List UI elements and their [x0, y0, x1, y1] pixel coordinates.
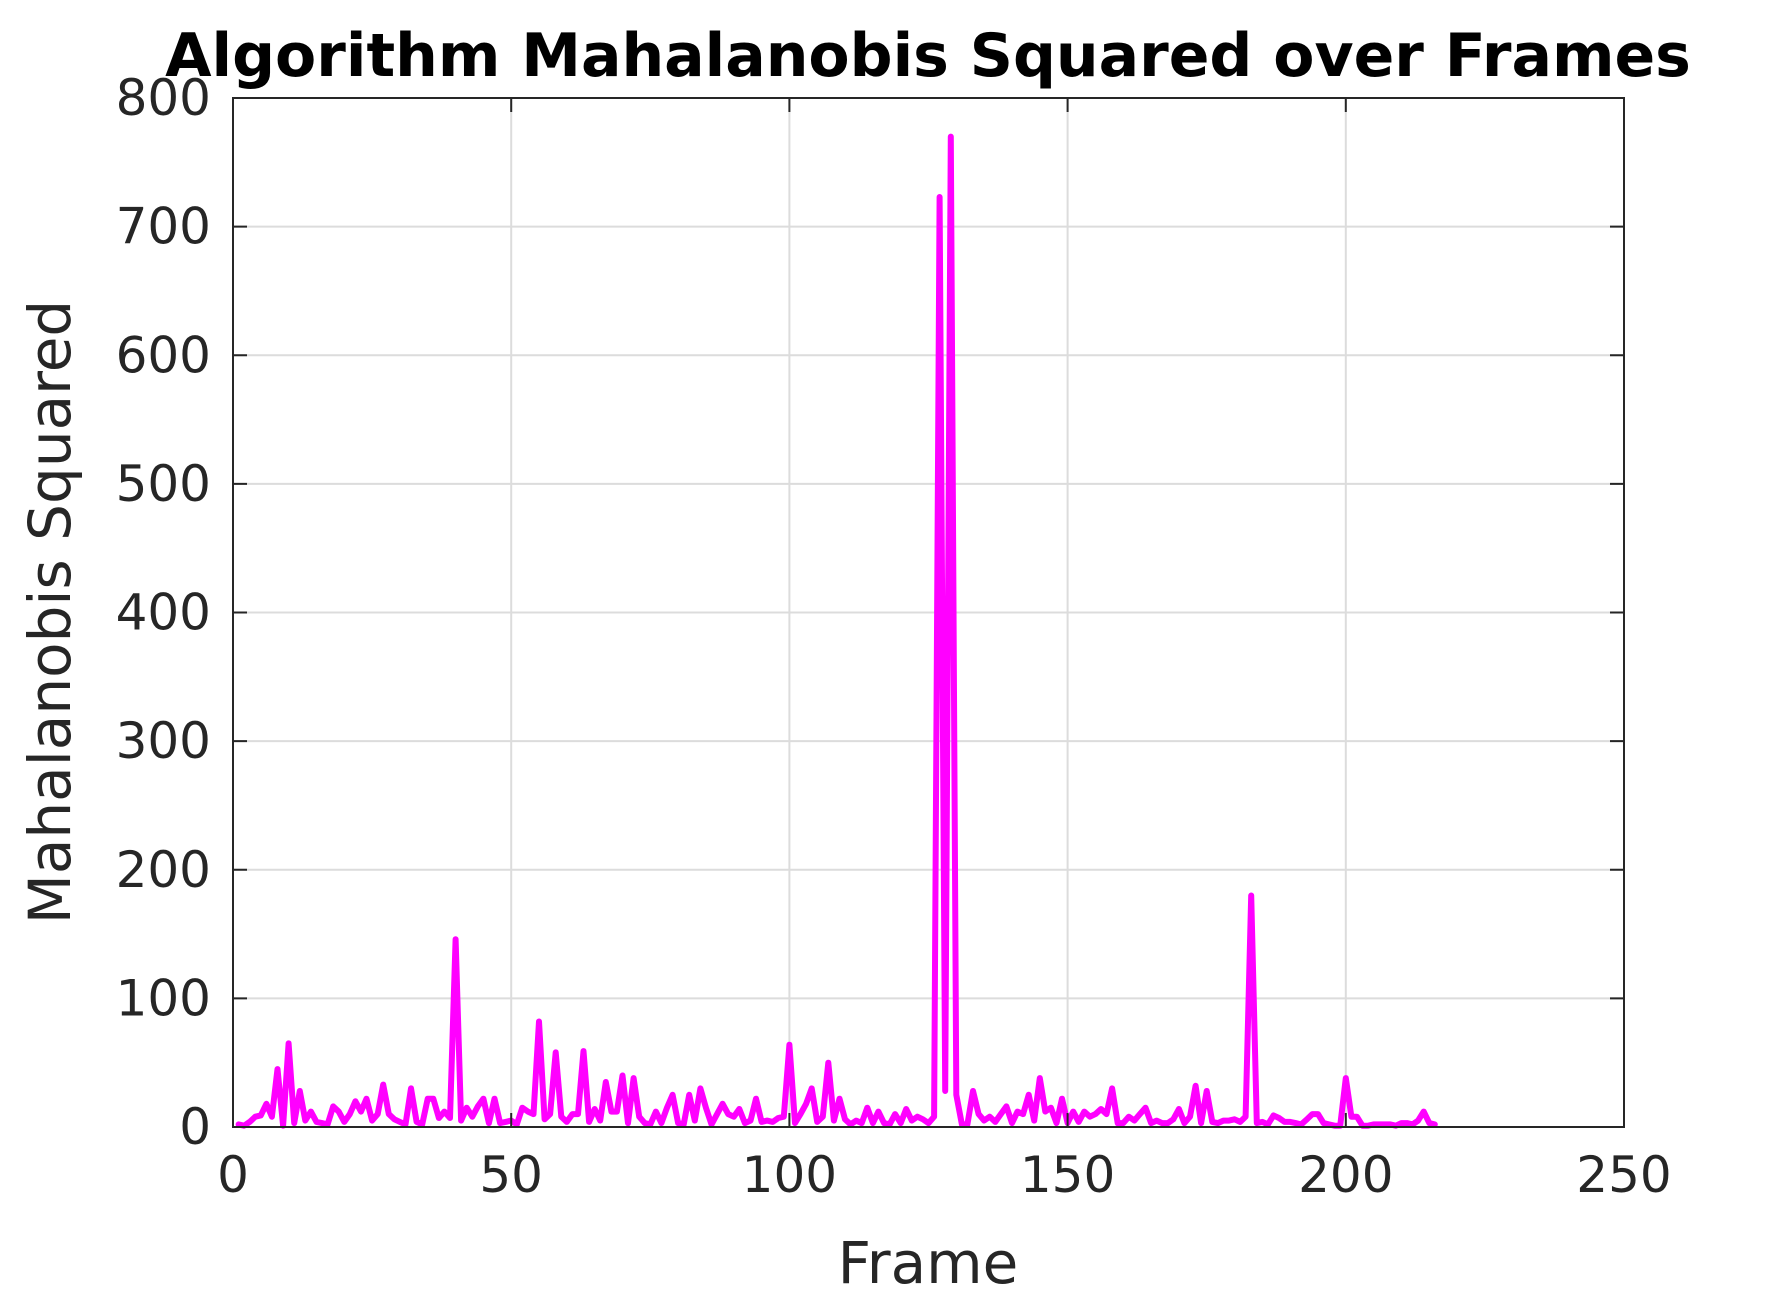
y-tick-label: 0: [179, 1098, 211, 1156]
x-tick-label: 250: [1576, 1146, 1671, 1204]
x-tick-label: 100: [742, 1146, 837, 1204]
y-tick-label: 100: [116, 969, 211, 1027]
y-tick-labels: 0 100 200 300 400 500 600 700 800: [116, 69, 211, 1156]
series-line: [235, 133, 1438, 1129]
y-tick-label: 800: [116, 69, 211, 127]
x-tick-label: 200: [1298, 1146, 1393, 1204]
y-tick-label: 300: [116, 712, 211, 770]
y-tick-label: 200: [116, 841, 211, 899]
axis-ticks: [232, 97, 1625, 1128]
chart-title: Algorithm Mahalanobis Squared over Frame…: [165, 21, 1691, 91]
data-line-layer: [235, 133, 1438, 1129]
y-tick-label: 700: [116, 198, 211, 256]
x-axis-label: Frame: [838, 1229, 1019, 1291]
y-tick-label: 600: [116, 326, 211, 384]
x-tick-label: 150: [1020, 1146, 1115, 1204]
y-tick-label: 500: [116, 455, 211, 513]
y-axis-label: Mahalanobis Squared: [16, 300, 84, 924]
x-tick-label: 0: [217, 1146, 249, 1204]
x-tick-labels: 0 50 100 150 200 250: [217, 1146, 1672, 1204]
y-tick-label: 400: [116, 584, 211, 642]
x-tick-label: 50: [479, 1146, 543, 1204]
